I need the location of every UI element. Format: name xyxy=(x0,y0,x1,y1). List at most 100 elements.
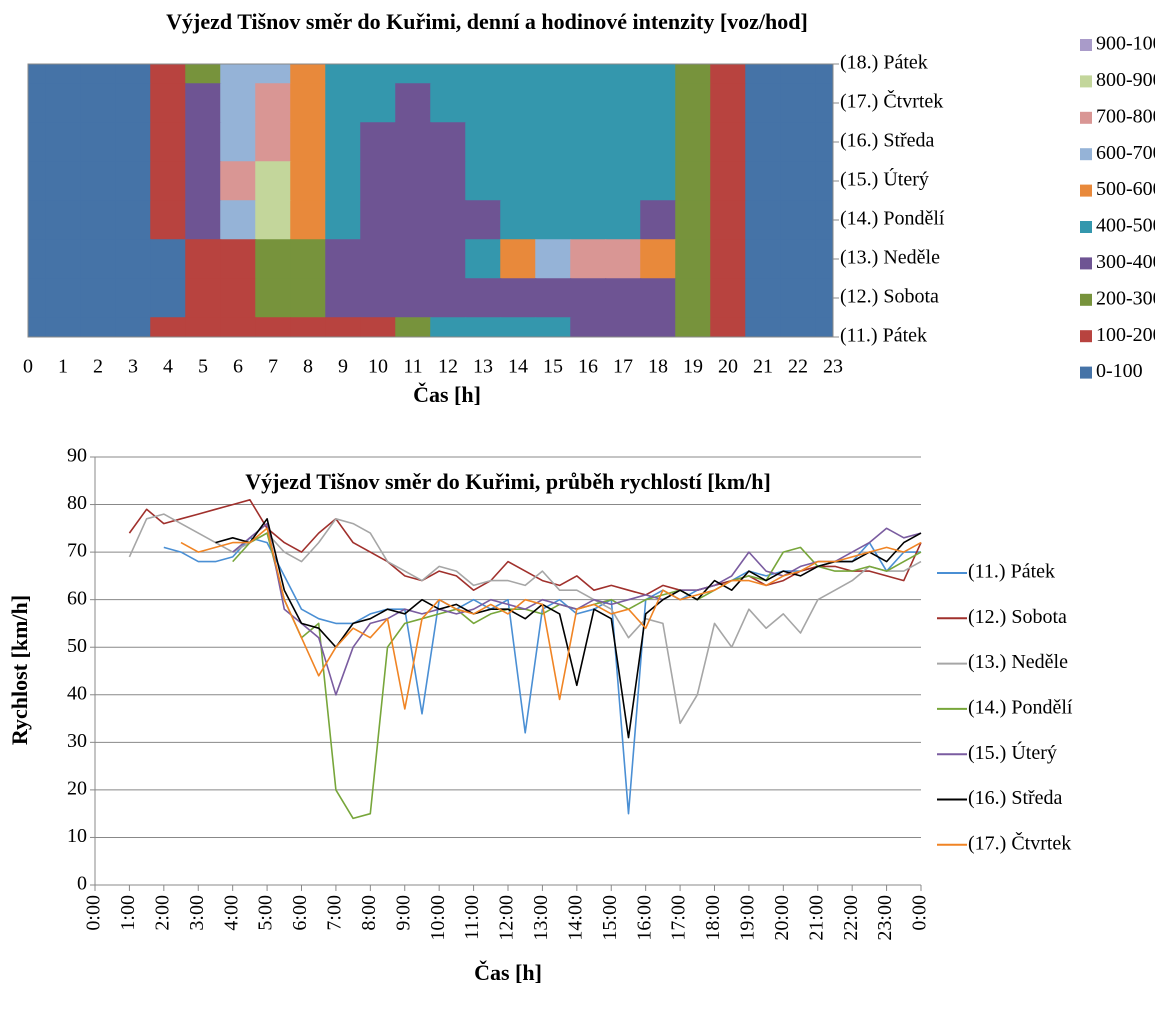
surface-cell xyxy=(45,161,82,202)
surface-cell xyxy=(395,83,432,124)
surface-cell xyxy=(675,83,712,124)
surface-cell xyxy=(150,239,187,280)
x-tick-label: 11 xyxy=(403,356,422,378)
x-tick-label: 23 xyxy=(823,356,843,378)
legend-label: (16.) Středa xyxy=(968,787,1063,809)
surface-cell xyxy=(185,278,222,319)
surface xyxy=(28,64,833,337)
legend-swatch xyxy=(1080,293,1092,306)
surface-cell xyxy=(780,239,817,280)
x-axis-title: Čas [h] xyxy=(413,382,481,407)
surface-cell xyxy=(255,278,292,319)
legend-swatch xyxy=(1080,39,1092,51)
surface-cell xyxy=(500,83,537,124)
surface-cell xyxy=(570,317,607,337)
y-tick-label: 60 xyxy=(67,587,87,609)
surface-cell xyxy=(815,122,833,163)
y-tick-label: 40 xyxy=(67,682,87,704)
surface-cell xyxy=(815,161,833,202)
surface-cell xyxy=(465,83,502,124)
surface-cell xyxy=(290,122,327,163)
surface-cell xyxy=(465,161,502,202)
surface-cell xyxy=(150,200,187,241)
surface-cell xyxy=(360,83,397,124)
x-tick-label: 2 xyxy=(93,356,103,378)
surface-cell xyxy=(290,200,327,241)
surface-cell xyxy=(710,122,747,163)
surface-cell xyxy=(150,83,187,124)
surface-cell xyxy=(115,278,152,319)
x-tick-label: 8 xyxy=(303,356,313,378)
x-tick-label: 0:00 xyxy=(909,895,931,931)
legend-label: 800-900 xyxy=(1096,69,1155,91)
x-tick-label: 6:00 xyxy=(289,895,311,931)
y-tick-label: (14.) Pondělí xyxy=(840,208,945,230)
x-tick-label: 22 xyxy=(788,356,808,378)
surface-cell xyxy=(430,317,467,337)
legend-swatch xyxy=(1080,330,1092,343)
legend-swatch xyxy=(1080,221,1092,233)
surface-cell xyxy=(640,122,677,163)
surface-cell xyxy=(290,161,327,202)
surface-cell xyxy=(465,317,502,337)
surface-cell xyxy=(395,317,432,337)
surface-cell xyxy=(570,239,607,280)
y-tick-label: 30 xyxy=(67,730,87,752)
x-tick-label: 14:00 xyxy=(564,895,586,941)
chart-title: Výjezd Tišnov směr do Kuřimi, denní a ho… xyxy=(166,9,808,34)
surface-cell xyxy=(815,83,833,124)
surface-cell xyxy=(570,83,607,124)
surface-cell xyxy=(745,83,782,124)
surface-cell xyxy=(675,200,712,241)
surface-cell xyxy=(465,278,502,319)
surface-cell xyxy=(605,122,642,163)
surface-cell xyxy=(815,239,833,280)
surface-cell xyxy=(465,200,502,241)
legend-swatch xyxy=(1080,366,1092,379)
legend-swatch xyxy=(1080,148,1092,161)
surface-cell xyxy=(115,200,152,241)
surface-cell xyxy=(710,200,747,241)
legend-label: 300-400 xyxy=(1096,251,1155,273)
y-tick-label: (18.) Pátek xyxy=(840,52,928,74)
surface-cell xyxy=(395,239,432,280)
surface-cell xyxy=(815,317,833,337)
surface-cell xyxy=(80,161,117,202)
surface-cell xyxy=(640,239,677,280)
surface-cell xyxy=(675,161,712,202)
x-tick-label: 9 xyxy=(338,356,348,378)
x-tick-label: 4:00 xyxy=(220,895,242,931)
x-tick-label: 17:00 xyxy=(668,895,690,941)
surface-cell xyxy=(465,239,502,280)
surface-cell xyxy=(255,239,292,280)
x-tick-label: 15 xyxy=(543,356,563,378)
x-tick-label: 15:00 xyxy=(599,895,621,941)
surface-cell xyxy=(640,200,677,241)
surface-cell xyxy=(360,278,397,319)
surface-cell xyxy=(220,83,257,124)
surface-cell xyxy=(220,161,257,202)
surface-cell xyxy=(430,122,467,163)
surface-cell xyxy=(220,317,257,337)
legend-label: (15.) Úterý xyxy=(968,740,1057,764)
surface-cell xyxy=(325,161,362,202)
x-tick-label: 1 xyxy=(58,356,68,378)
surface-cell xyxy=(290,239,327,280)
surface-cell xyxy=(710,239,747,280)
surface-cell xyxy=(675,239,712,280)
x-tick-label: 12:00 xyxy=(496,895,518,941)
x-tick-label: 20:00 xyxy=(771,895,793,941)
surface-cell xyxy=(675,317,712,337)
surface-cell xyxy=(185,122,222,163)
surface-cell xyxy=(570,278,607,319)
x-tick-label: 20 xyxy=(718,356,738,378)
surface-cell xyxy=(745,122,782,163)
surface-cell xyxy=(115,83,152,124)
surface-cell xyxy=(780,317,817,337)
surface-cell xyxy=(290,317,327,337)
surface-cell xyxy=(605,200,642,241)
x-tick-label: 19:00 xyxy=(737,895,759,941)
x-tick-label: 12 xyxy=(438,356,458,378)
surface-cell xyxy=(430,239,467,280)
